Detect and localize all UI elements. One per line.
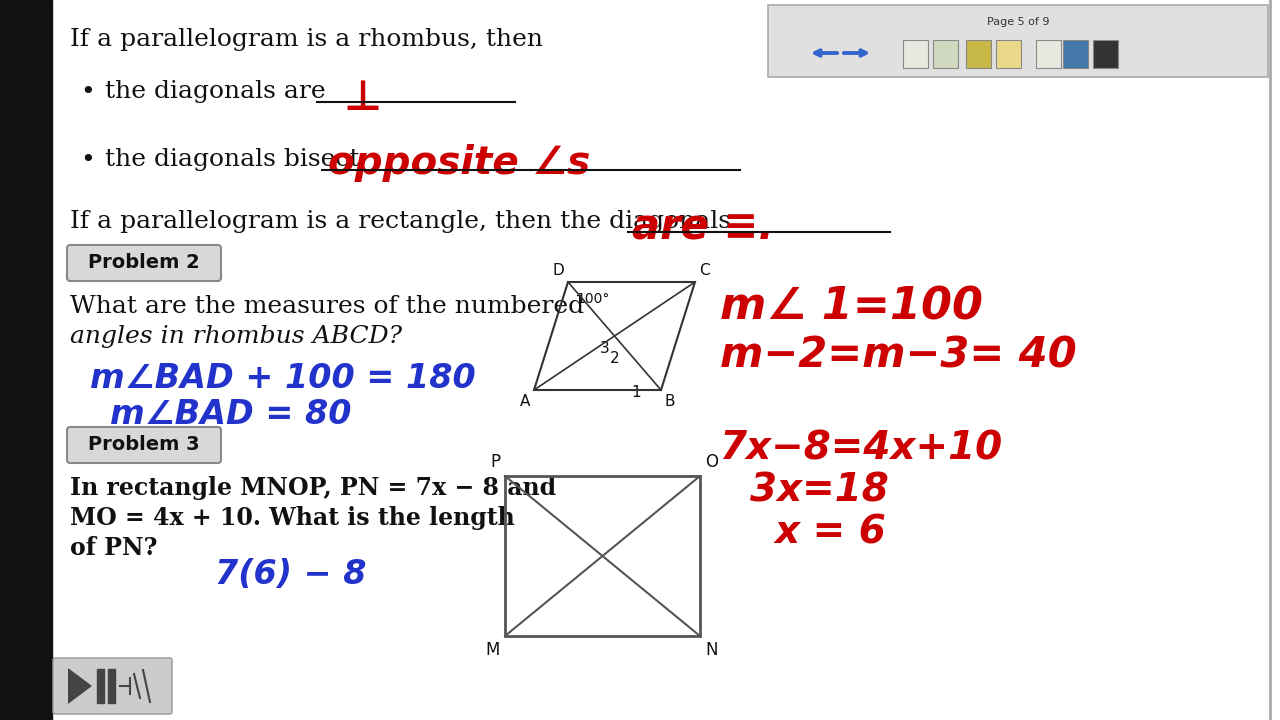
Text: 7x−8=4x+10: 7x−8=4x+10 — [719, 430, 1004, 468]
Text: m∠BAD + 100 = 180: m∠BAD + 100 = 180 — [90, 362, 476, 395]
Text: opposite ∠s: opposite ∠s — [328, 144, 590, 182]
Text: Problem 3: Problem 3 — [88, 436, 200, 454]
Bar — [933, 40, 957, 68]
Bar — [97, 669, 104, 703]
Polygon shape — [68, 668, 92, 704]
FancyBboxPatch shape — [67, 427, 221, 463]
Text: In rectangle MNOP, PN = 7x − 8 and: In rectangle MNOP, PN = 7x − 8 and — [70, 476, 556, 500]
FancyBboxPatch shape — [52, 658, 172, 714]
Bar — [1062, 40, 1088, 68]
Text: 3: 3 — [599, 341, 609, 356]
Text: A: A — [520, 394, 530, 409]
Text: the diagonals are: the diagonals are — [105, 80, 334, 103]
Text: m−2=m−3= 40: m−2=m−3= 40 — [719, 335, 1076, 377]
Text: If a parallelogram is a rhombus, then: If a parallelogram is a rhombus, then — [70, 28, 543, 51]
Text: •: • — [79, 80, 95, 104]
Bar — [1093, 40, 1117, 68]
Text: What are the measures of the numbered: What are the measures of the numbered — [70, 295, 584, 318]
Text: O: O — [705, 453, 718, 471]
Bar — [1036, 40, 1061, 68]
Text: 7(6) − 8: 7(6) − 8 — [215, 558, 366, 591]
Text: x = 6: x = 6 — [774, 514, 887, 552]
Bar — [506, 476, 700, 636]
Text: Problem 2: Problem 2 — [88, 253, 200, 272]
Text: 3x=18: 3x=18 — [750, 472, 888, 510]
Text: the diagonals bisect: the diagonals bisect — [105, 148, 367, 171]
Bar — [996, 40, 1021, 68]
Bar — [108, 669, 115, 703]
Text: are ≡.: are ≡. — [632, 207, 774, 249]
Text: of PN?: of PN? — [70, 536, 157, 560]
Text: m∠ 1=100: m∠ 1=100 — [719, 285, 983, 328]
FancyBboxPatch shape — [768, 5, 1268, 77]
Text: M: M — [485, 641, 500, 659]
Text: Page 5 of 9: Page 5 of 9 — [987, 17, 1050, 27]
Text: MO = 4x + 10. What is the length: MO = 4x + 10. What is the length — [70, 506, 515, 530]
Text: 1: 1 — [631, 385, 640, 400]
FancyBboxPatch shape — [67, 245, 221, 281]
Text: 100°: 100° — [576, 292, 609, 306]
Text: angles in rhombus ABCD?: angles in rhombus ABCD? — [70, 325, 402, 348]
Text: If a parallelogram is a rectangle, then the diagonals: If a parallelogram is a rectangle, then … — [70, 210, 739, 233]
Text: P: P — [490, 453, 500, 471]
Text: ⊥: ⊥ — [343, 77, 381, 119]
Bar — [902, 40, 928, 68]
Text: D: D — [552, 263, 564, 278]
Bar — [0, 0, 52, 720]
Text: C: C — [699, 263, 709, 278]
Text: •: • — [79, 148, 95, 172]
Text: B: B — [666, 394, 676, 409]
Text: 2: 2 — [609, 351, 620, 366]
Bar — [966, 40, 991, 68]
Text: m∠BAD = 80: m∠BAD = 80 — [110, 398, 352, 431]
Text: N: N — [705, 641, 718, 659]
